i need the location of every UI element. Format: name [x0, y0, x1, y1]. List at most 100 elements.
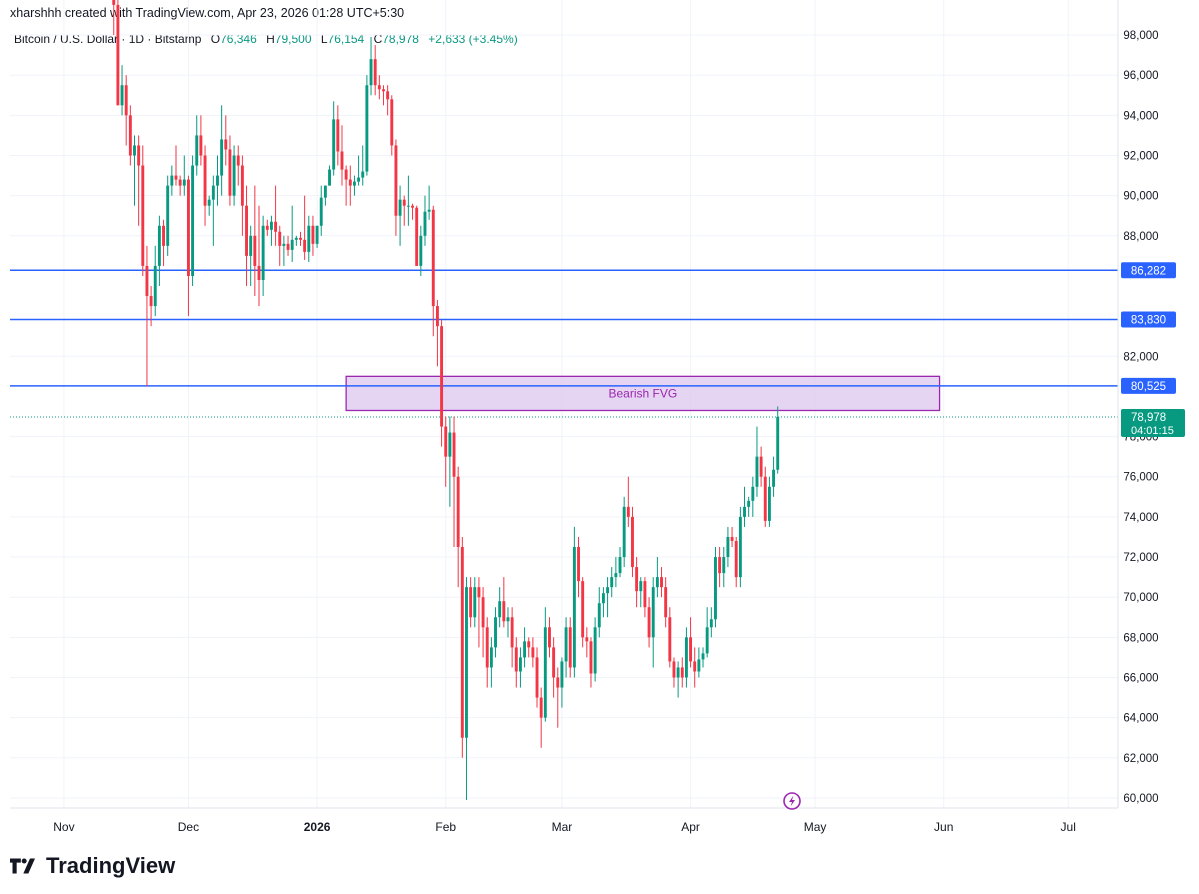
candle-body — [477, 587, 481, 598]
candle-body — [456, 476, 460, 547]
candle-body — [601, 593, 605, 604]
candle-body — [286, 243, 290, 250]
candle-body — [635, 567, 639, 592]
candle-body — [377, 85, 381, 90]
candle-body — [556, 677, 560, 688]
candle-body — [124, 85, 128, 116]
candle-body — [647, 607, 651, 638]
candle-body — [328, 169, 331, 186]
candle-body — [693, 661, 697, 672]
candle-body — [344, 169, 348, 180]
candle-body — [311, 225, 315, 244]
level-price-label: 83,830 — [1131, 315, 1166, 327]
x-tick-label: Jul — [1061, 820, 1076, 834]
candle-body — [560, 661, 564, 688]
tradingview-logo[interactable]: TradingView — [10, 853, 175, 879]
candle-body — [589, 641, 593, 674]
candle-body — [120, 85, 124, 106]
candle-body — [294, 237, 298, 240]
candle-body — [265, 225, 269, 230]
candle-body — [734, 540, 738, 578]
candle-body — [402, 199, 406, 206]
candle-body — [772, 469, 776, 487]
candle-body — [631, 516, 634, 568]
candle-body — [614, 573, 618, 578]
candle-body — [249, 235, 253, 256]
axes: 98,000 96,000 94,000 92,000 90,000 88,000 82,0… — [10, 0, 1159, 834]
candle-body — [572, 547, 576, 668]
y-tick-label: 92,000 — [1123, 151, 1158, 163]
candle-body — [689, 637, 693, 662]
candle-body — [660, 577, 663, 588]
candle-body — [568, 627, 572, 668]
candle-body — [116, 4, 120, 106]
candle-body — [714, 557, 717, 620]
candle-body — [548, 627, 551, 648]
candle-body — [593, 627, 597, 674]
candle-body — [307, 225, 311, 252]
candle-body — [394, 145, 398, 216]
candle-body — [240, 165, 244, 206]
candle-body — [216, 175, 219, 186]
candle-body — [390, 99, 394, 146]
candle-body — [319, 197, 323, 226]
lightning-icon[interactable] — [783, 792, 801, 810]
candle-body — [145, 265, 149, 297]
candle-body — [701, 653, 705, 660]
y-tick-label: 72,000 — [1123, 552, 1158, 564]
candle-body — [141, 165, 145, 266]
y-tick-label: 98,000 — [1123, 30, 1158, 42]
candle-body — [224, 139, 228, 150]
candle-body — [539, 697, 543, 718]
candle-body — [743, 506, 746, 517]
candle-body — [153, 265, 157, 307]
x-tick-label: Jun — [934, 820, 953, 834]
candle-body — [340, 151, 344, 170]
candle-body — [502, 601, 506, 622]
candle-body — [419, 235, 423, 266]
last-price-label: 78,978 — [1131, 412, 1166, 424]
candle-body — [597, 603, 601, 628]
candle-body — [236, 155, 240, 166]
candle-body — [730, 536, 734, 541]
candle-body — [357, 177, 361, 182]
high-label: H — [266, 32, 275, 46]
x-tick-label: Nov — [53, 820, 74, 834]
level-price-tag — [1121, 262, 1176, 279]
candle-body — [618, 557, 622, 574]
candle-body — [776, 416, 780, 470]
candle-body — [282, 243, 286, 246]
candle-body — [157, 225, 161, 266]
candle-body — [518, 657, 522, 672]
candle-body — [523, 641, 527, 658]
candle-body — [531, 647, 535, 658]
candle-body — [174, 175, 178, 180]
candle-body — [431, 209, 435, 307]
candle-body — [203, 155, 207, 206]
candle-body — [485, 627, 489, 668]
candle-body — [759, 456, 763, 477]
fvg-zone[interactable]: Bearish FVG — [345, 375, 941, 412]
candle-body — [423, 211, 427, 236]
candle-body — [232, 155, 236, 196]
candle-body — [643, 581, 647, 608]
level-price-label: 86,282 — [1131, 265, 1166, 277]
candle-body — [473, 587, 477, 618]
candle-body — [577, 547, 580, 582]
candle-body — [738, 516, 742, 578]
open-label: O — [210, 32, 221, 46]
candle-body — [697, 659, 701, 672]
candle-body — [336, 119, 340, 152]
level-lines[interactable] — [10, 269, 1118, 418]
candle-body — [448, 432, 452, 457]
candle-body — [182, 179, 186, 186]
candle-body — [747, 500, 751, 507]
y-tick-label: 88,000 — [1123, 231, 1158, 243]
candle-body — [386, 91, 390, 100]
candle-body — [211, 185, 215, 200]
y-tick-label: 90,000 — [1123, 191, 1158, 203]
candle-body — [162, 225, 165, 246]
candle-body — [543, 627, 547, 718]
candle-body — [535, 657, 539, 698]
